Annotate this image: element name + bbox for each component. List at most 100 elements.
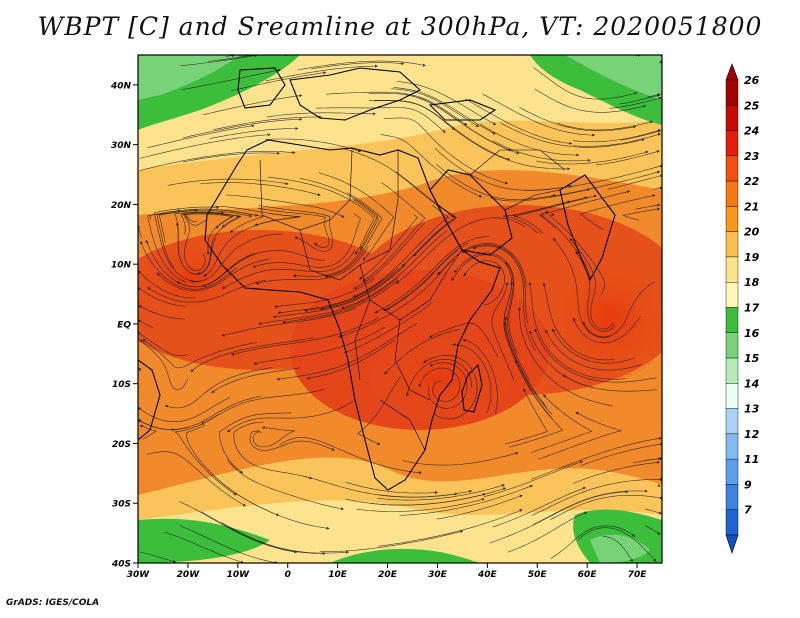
streamline <box>138 419 188 431</box>
streamline <box>203 213 301 277</box>
colorbar-swatch <box>725 307 739 333</box>
streamline <box>180 55 258 66</box>
streamline <box>303 267 399 312</box>
streamline <box>200 182 321 197</box>
streamline <box>353 222 425 289</box>
streamline <box>504 316 548 408</box>
streamline <box>164 531 244 563</box>
colorbar-swatch <box>725 458 739 485</box>
streamline <box>645 508 662 515</box>
colorbar-swatch <box>725 105 739 131</box>
south-america-coastline <box>138 359 161 441</box>
streamline <box>395 171 457 257</box>
streamline <box>311 62 405 70</box>
streamline <box>167 178 289 186</box>
streamline <box>370 487 507 506</box>
streamline <box>267 176 375 255</box>
streamline <box>265 138 362 153</box>
streamline <box>532 489 648 525</box>
streamline <box>545 329 642 371</box>
streamline <box>209 127 299 139</box>
colorbar-swatch <box>725 206 739 232</box>
streamline <box>273 264 406 319</box>
streamline <box>266 112 376 118</box>
streamline <box>226 459 344 511</box>
colorbar-label: 19 <box>744 251 760 264</box>
streamline <box>189 233 283 283</box>
colorbar-label: 22 <box>744 175 760 188</box>
lat-tick-label: 10N <box>111 261 132 271</box>
streamline <box>233 421 313 480</box>
streamline <box>513 194 597 218</box>
colorbar-swatch <box>725 231 739 258</box>
streamline <box>279 437 422 475</box>
streamline <box>138 270 196 299</box>
streamline <box>500 122 645 148</box>
streamline <box>384 329 460 375</box>
lat-tick-label: 10S <box>112 380 131 390</box>
streamline <box>377 484 505 501</box>
lon-tick-label: 10E <box>328 570 348 580</box>
streamlines <box>138 55 662 563</box>
streamline <box>462 338 498 415</box>
streamline <box>258 277 398 325</box>
field-eq-core-center <box>290 270 550 430</box>
streamline <box>502 200 571 234</box>
streamline <box>582 281 655 338</box>
streamline <box>539 190 631 229</box>
streamline <box>202 250 325 287</box>
streamline <box>345 481 439 495</box>
streamline <box>302 475 458 498</box>
arabia-coastline <box>429 169 513 256</box>
streamline <box>158 210 253 243</box>
streamline <box>492 140 591 162</box>
streamline <box>164 367 272 409</box>
streamline <box>607 174 662 190</box>
streamline <box>306 339 396 380</box>
lon-tick-label: 40E <box>477 570 498 580</box>
streamline <box>299 178 379 250</box>
streamline <box>533 67 638 100</box>
streamline <box>182 212 241 272</box>
temperature-field <box>138 55 662 563</box>
field-north-pale <box>138 55 662 170</box>
streamline <box>297 60 426 71</box>
streamline <box>369 100 511 161</box>
streamline <box>531 477 662 516</box>
streamline <box>211 367 301 394</box>
streamline <box>437 243 527 287</box>
streamline <box>316 107 446 133</box>
lon-tick-label: 20E <box>378 570 398 580</box>
streamline <box>221 522 350 554</box>
streamline <box>462 244 528 323</box>
streamline <box>145 239 251 288</box>
streamline <box>609 96 662 109</box>
lat-tick-label: 40N <box>110 81 132 91</box>
colorbar-label: 16 <box>744 327 760 340</box>
lon-tick-label: 70E <box>628 570 648 580</box>
field-north-yellow <box>138 55 662 215</box>
streamline <box>225 194 345 218</box>
streamline <box>482 93 596 137</box>
streamline <box>221 307 356 337</box>
streamline <box>182 117 303 139</box>
streamline <box>319 530 464 552</box>
streamline <box>509 360 564 448</box>
streamline <box>138 331 188 356</box>
streamline <box>492 487 587 528</box>
streamline <box>142 338 257 369</box>
streamline <box>427 362 468 409</box>
streamline <box>326 91 468 126</box>
streamline <box>174 211 225 275</box>
colorbar-label: 13 <box>744 403 760 416</box>
streamline <box>550 525 636 559</box>
lat-tick-label: 30N <box>111 141 132 151</box>
streamline <box>184 208 264 233</box>
colorbar: 26 25 24 23 22 21 20 19 18 17 16 15 14 13 12 11 9 7 <box>725 63 760 554</box>
field-green-nw <box>138 55 300 130</box>
streamline <box>181 68 281 90</box>
colorbar-label: 20 <box>744 226 760 239</box>
streamline <box>153 205 220 282</box>
colorbar-label: 25 <box>744 99 760 112</box>
streamline <box>276 323 418 381</box>
